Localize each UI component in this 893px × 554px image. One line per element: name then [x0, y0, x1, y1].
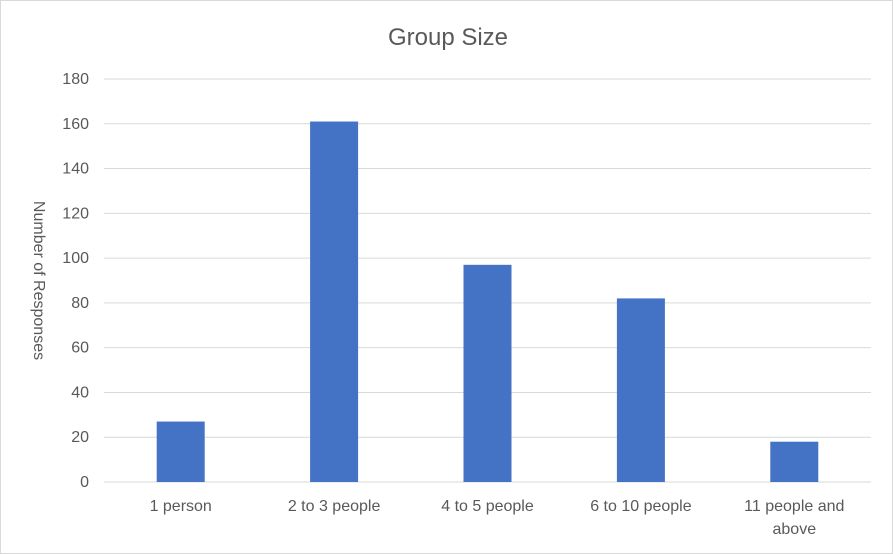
bar-3 — [463, 264, 512, 482]
x-category-label-2: 2 to 3 people — [288, 498, 381, 515]
x-category-label-4: 6 to 10 people — [590, 498, 692, 515]
y-tick-label-60: 60 — [71, 340, 89, 357]
x-category-label-3: 4 to 5 people — [441, 498, 534, 515]
y-tick-label-0: 0 — [80, 474, 89, 491]
y-axis-title: Number of Responses — [30, 201, 47, 360]
y-tick-label-100: 100 — [62, 250, 89, 267]
y-tick-label-20: 20 — [71, 429, 89, 446]
bars — [156, 121, 819, 483]
bar-1 — [156, 421, 205, 482]
y-tick-label-120: 120 — [62, 205, 89, 222]
y-tick-label-80: 80 — [71, 295, 89, 312]
y-tick-labels: 0 20 40 60 80 100 120 140 160 180 — [62, 71, 89, 491]
bar-4 — [616, 298, 665, 482]
y-tick-label-180: 180 — [62, 71, 89, 88]
x-category-labels: 1 person 2 to 3 people 4 to 5 people 6 to 1… — [150, 498, 845, 538]
y-tick-label-160: 160 — [62, 116, 89, 133]
bar-5 — [770, 441, 819, 482]
x-category-label-5: 11 people and above — [744, 498, 844, 538]
y-tick-label-140: 140 — [62, 161, 89, 178]
x-category-label-1: 1 person — [150, 498, 212, 515]
chart-title: Group Size — [388, 24, 508, 51]
bar-2 — [310, 121, 359, 483]
y-tick-label-40: 40 — [71, 384, 89, 401]
